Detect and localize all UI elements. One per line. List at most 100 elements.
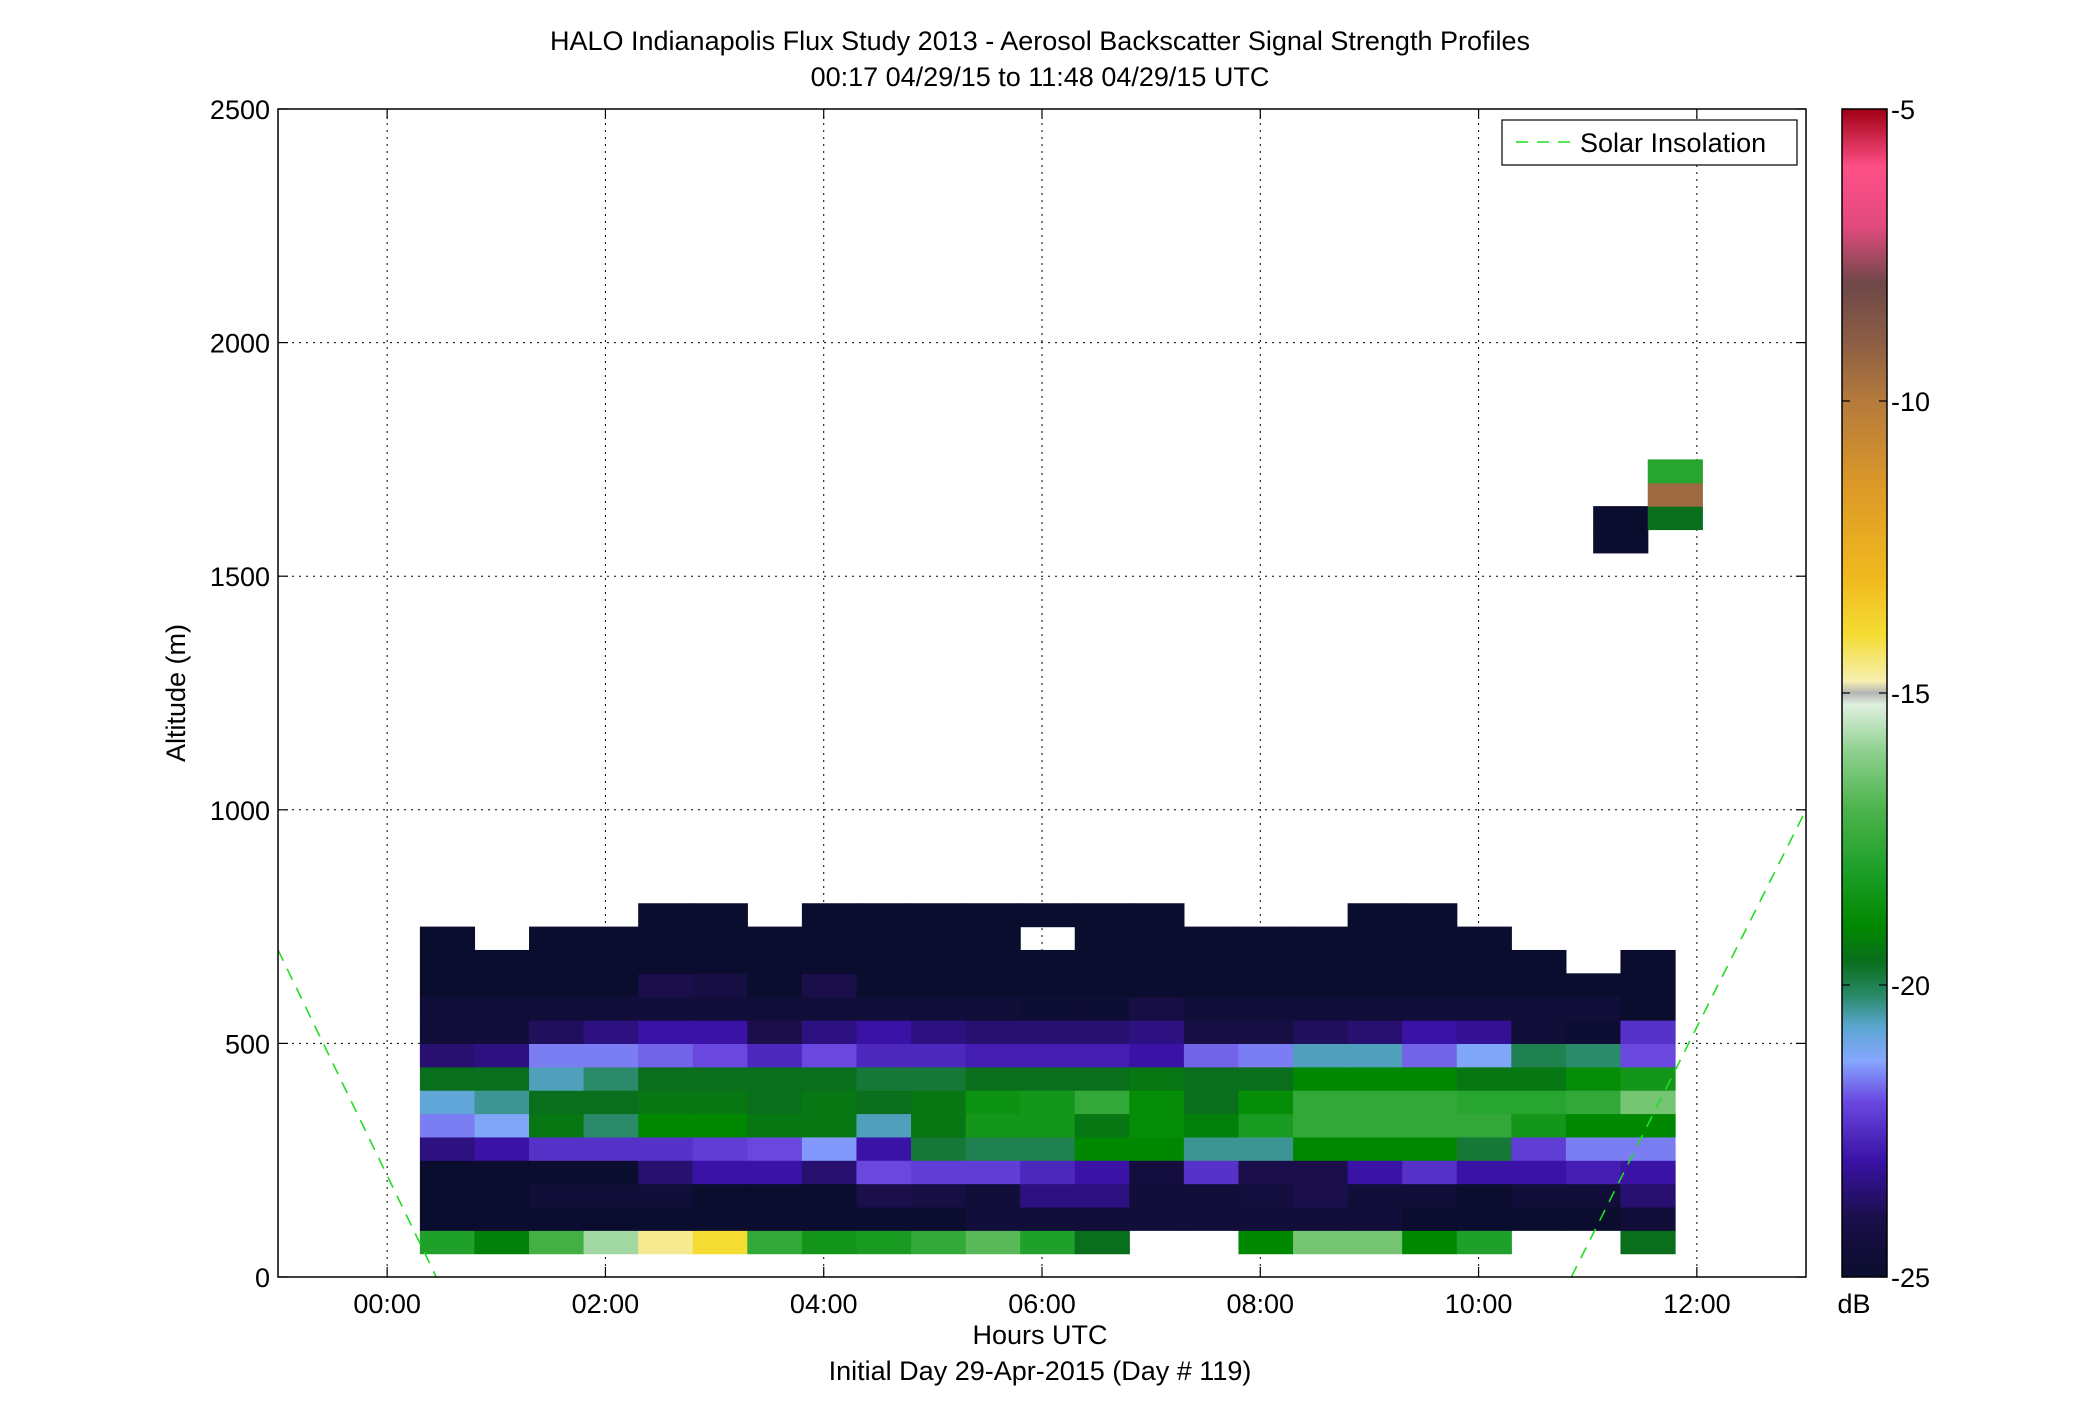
heatmap-cell xyxy=(1402,903,1458,928)
heatmap-cell xyxy=(583,996,639,1021)
heatmap-cell xyxy=(1238,926,1294,951)
heatmap-cell xyxy=(638,1020,694,1044)
heatmap-cell xyxy=(1129,1066,1185,1091)
heatmap-cell xyxy=(1647,459,1703,484)
heatmap-cell xyxy=(529,996,585,1021)
heatmap-cell xyxy=(1238,1113,1294,1138)
heatmap-cell xyxy=(419,1160,476,1185)
heatmap-cell xyxy=(529,973,585,998)
heatmap-cell xyxy=(1129,973,1185,998)
heatmap-cell xyxy=(1129,1183,1185,1208)
heatmap-cell xyxy=(583,1020,639,1044)
heatmap-cell xyxy=(419,1183,476,1208)
heatmap-cell xyxy=(911,1043,967,1068)
heatmap-cell xyxy=(1347,1066,1403,1091)
heatmap-cell xyxy=(1565,1113,1622,1138)
heatmap-cell xyxy=(638,1183,694,1208)
heatmap-cell xyxy=(1293,1206,1349,1231)
x-tick-label: 06:00 xyxy=(1008,1289,1076,1319)
heatmap-cell xyxy=(856,1230,912,1255)
heatmap-cell xyxy=(1074,1020,1130,1044)
heatmap-cell xyxy=(692,903,748,928)
heatmap-cell xyxy=(1402,1206,1458,1231)
y-tick-label: 0 xyxy=(255,1263,270,1293)
heatmap-cell xyxy=(1183,1066,1240,1091)
x-axis-label: Hours UTC xyxy=(972,1320,1107,1350)
heatmap-cell xyxy=(1620,1020,1676,1044)
heatmap-cell xyxy=(583,1066,639,1091)
colorbar-ticks: -5 -10 -15 -20 -25 xyxy=(1842,95,1930,1293)
heatmap-cell xyxy=(1620,1043,1676,1068)
heatmap-cell xyxy=(638,996,694,1021)
heatmap-cell xyxy=(1620,996,1676,1021)
heatmap-cell xyxy=(801,1043,858,1068)
heatmap-cell xyxy=(474,1183,530,1208)
heatmap-cell xyxy=(1293,996,1349,1021)
heatmap-cell xyxy=(1183,1020,1240,1044)
heatmap-cell xyxy=(1020,1043,1076,1068)
heatmap-cell xyxy=(1293,973,1349,998)
heatmap-cell xyxy=(583,1206,639,1231)
heatmap-cell xyxy=(1620,1160,1676,1185)
heatmap-cell xyxy=(801,996,858,1021)
heatmap-cell xyxy=(583,1136,639,1161)
heatmap-cell xyxy=(1183,1136,1240,1161)
heatmap-cell xyxy=(965,926,1021,951)
heatmap-cell xyxy=(638,1090,694,1115)
x-tick-label: 00:00 xyxy=(353,1289,421,1319)
heatmap-cell xyxy=(1129,1020,1185,1044)
heatmap-cell xyxy=(692,1230,748,1255)
heatmap-cell xyxy=(1347,1113,1403,1138)
heatmap-cell xyxy=(1074,903,1130,928)
heatmap-cell xyxy=(474,973,530,998)
heatmap-cell xyxy=(1456,926,1512,951)
heatmap-cell xyxy=(1129,903,1185,928)
heatmap-cell xyxy=(1183,1183,1240,1208)
x-axis-day-label: Initial Day 29-Apr-2015 (Day # 119) xyxy=(829,1356,1252,1386)
heatmap-cell xyxy=(1347,1020,1403,1044)
heatmap-cell xyxy=(911,949,967,974)
heatmap-cell xyxy=(1238,1183,1294,1208)
heatmap-cell xyxy=(474,1043,530,1068)
solar-insolation-segment xyxy=(278,949,437,1277)
heatmap-cell xyxy=(1456,1160,1512,1185)
heatmap-cell xyxy=(1620,1136,1676,1161)
heatmap-cell xyxy=(965,1230,1021,1255)
heatmap-cell xyxy=(1402,1230,1458,1255)
heatmap-cell xyxy=(1402,1183,1458,1208)
heatmap-cell xyxy=(1020,1113,1076,1138)
heatmap-cell xyxy=(638,1206,694,1231)
heatmap-cell xyxy=(1456,1136,1512,1161)
heatmap-cell xyxy=(1129,1206,1185,1231)
heatmap-cell xyxy=(1020,1136,1076,1161)
heatmap-cell xyxy=(1402,1043,1458,1068)
heatmap-cell xyxy=(1565,1160,1622,1185)
heatmap-cell xyxy=(529,1136,585,1161)
heatmap-cell xyxy=(965,973,1021,998)
heatmap-cell xyxy=(692,1183,748,1208)
heatmap-cell xyxy=(1347,1206,1403,1231)
colorbar-tick-label: -25 xyxy=(1891,1263,1930,1293)
heatmap-cell xyxy=(1647,482,1703,507)
heatmap-cell xyxy=(583,1183,639,1208)
heatmap-cell xyxy=(801,1090,858,1115)
heatmap-cell xyxy=(801,1066,858,1091)
heatmap-cell xyxy=(1020,1230,1076,1255)
heatmap-cell xyxy=(1511,949,1567,974)
heatmap-cell xyxy=(856,1066,912,1091)
colorbar-tick-label: -10 xyxy=(1891,387,1930,417)
heatmap-cell xyxy=(1020,1020,1076,1044)
heatmap-cell xyxy=(801,949,858,974)
heatmap-cell xyxy=(1511,1206,1567,1231)
heatmap-cell xyxy=(965,1113,1021,1138)
heatmap-cell xyxy=(856,1136,912,1161)
heatmap-cell xyxy=(1565,1090,1622,1115)
heatmap-cell xyxy=(1456,1090,1512,1115)
heatmap-cell xyxy=(638,1160,694,1185)
heatmap-cell xyxy=(1238,1206,1294,1231)
heatmap-cell xyxy=(1565,973,1622,998)
x-tick-label: 08:00 xyxy=(1226,1289,1294,1319)
heatmap-cell xyxy=(965,1183,1021,1208)
heatmap-cell xyxy=(965,903,1021,928)
